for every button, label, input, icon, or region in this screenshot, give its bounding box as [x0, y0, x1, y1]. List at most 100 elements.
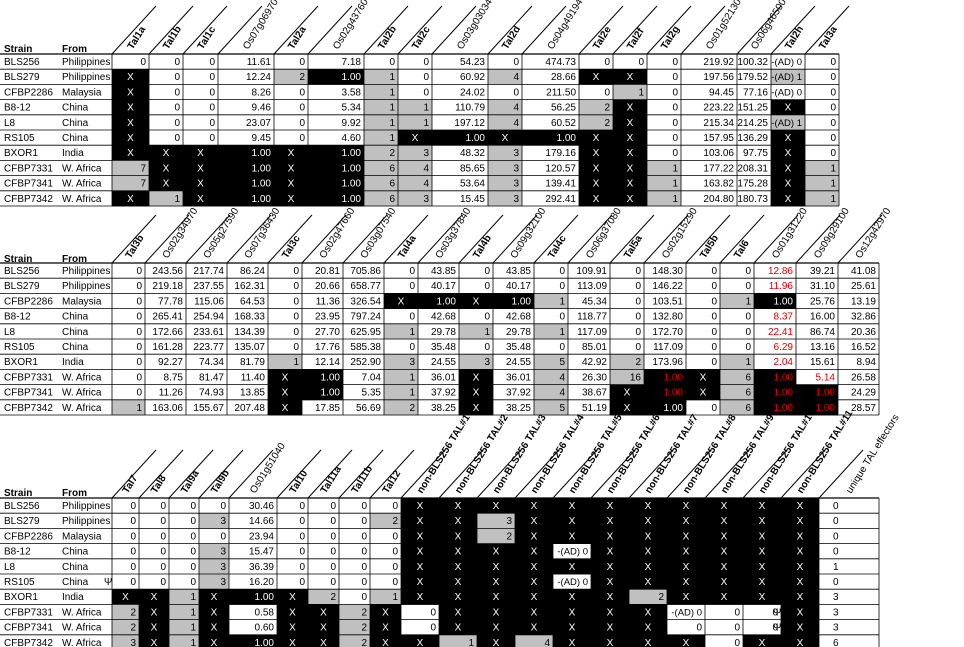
- cell-value: 0: [409, 312, 415, 323]
- cell-value: 113.09: [577, 281, 607, 292]
- cell-value: 0: [140, 57, 146, 68]
- cell-shade: [534, 384, 568, 401]
- strain-origin: W. Africa: [62, 388, 102, 399]
- cell-value: 0: [361, 501, 367, 512]
- cell-shade: [459, 323, 493, 340]
- cell-value: 1.00: [342, 163, 362, 174]
- cell-value: 0: [361, 562, 367, 573]
- header-slant: [742, 449, 788, 499]
- cell-value: 0: [711, 403, 717, 414]
- cell-shade: [477, 634, 515, 647]
- cell-shade: [218, 175, 274, 192]
- cell-value: X: [683, 638, 690, 647]
- cell-shade: [439, 604, 477, 620]
- cell-value: 0: [734, 638, 740, 647]
- cell-value: X: [627, 133, 634, 144]
- cell-value: 1.00: [664, 372, 684, 383]
- column-header-tal5b: Tal5b: [698, 233, 721, 260]
- cell-value: 56.69: [356, 403, 381, 414]
- cell-value: 23.94: [249, 531, 274, 542]
- cell-value: 0: [330, 547, 336, 558]
- cell-value: X: [473, 296, 480, 307]
- cell-shade: [370, 604, 401, 620]
- header-slant: [609, 214, 655, 264]
- cell-value: 1: [392, 592, 398, 603]
- cell-value: X: [417, 592, 424, 603]
- cell-value: 1.00: [252, 163, 272, 174]
- cell-value: 1.00: [321, 372, 341, 383]
- cell-shade: [629, 589, 667, 605]
- cell-shade: [647, 190, 681, 207]
- cell-value: 1: [136, 403, 142, 414]
- cell-value: X: [493, 562, 500, 573]
- cell-value: 86.24: [240, 266, 265, 277]
- cell-value: 20.66: [315, 281, 340, 292]
- column-header-os02g47660: Os02g47660: [318, 206, 358, 261]
- cell-value: 0: [220, 501, 226, 512]
- cell-value: X: [211, 623, 218, 634]
- cell-value: 0: [711, 312, 717, 323]
- header-slant: [168, 449, 214, 499]
- column-header-os02g34970: Os02g34970: [161, 206, 201, 261]
- cell-shade: [199, 574, 229, 590]
- cell-shade: [515, 543, 553, 560]
- cell-value: 1.00: [774, 296, 794, 307]
- strain-name: BLS256: [4, 501, 40, 512]
- column-header-os09g29100: Os09g29100: [812, 206, 852, 261]
- cell-value: 163.06: [152, 403, 183, 414]
- cell-shade: [591, 558, 629, 575]
- cell-shade: [199, 619, 229, 636]
- cell-value: 15.45: [460, 194, 485, 205]
- cell-shade: [439, 589, 477, 605]
- cell-value: 0: [299, 501, 305, 512]
- cell-shade: [771, 69, 805, 85]
- cell-value: 117.09: [577, 327, 607, 338]
- cell-value: 0: [830, 87, 836, 98]
- cell-value: X: [645, 516, 652, 527]
- cell-shade: [553, 589, 591, 605]
- header-slant: [487, 5, 533, 55]
- cell-value: 1.00: [252, 148, 272, 159]
- cell-value: X: [288, 179, 295, 190]
- cell-shade: [743, 589, 781, 605]
- cell-value: 0: [174, 57, 180, 68]
- cell-value: X: [531, 501, 538, 512]
- cell-shade: [149, 160, 183, 176]
- strain-origin: W. Africa: [62, 623, 102, 634]
- cell-value: 120.57: [545, 163, 576, 174]
- cell-shade: [308, 145, 364, 161]
- cell-value: 8.75: [164, 372, 184, 383]
- header-slant: [646, 5, 692, 55]
- cell-value: 3: [484, 357, 490, 368]
- cell-value: 172.66: [152, 327, 183, 338]
- cell-value: 0: [672, 133, 678, 144]
- cell-value: 0: [745, 342, 751, 353]
- cell-value: 0: [711, 281, 717, 292]
- cell-value: X: [127, 103, 134, 114]
- strain-origin: W. Africa: [62, 179, 102, 190]
- cell-value: 151.25: [737, 103, 768, 114]
- cell-value: 97.75: [743, 148, 768, 159]
- column-header-tal1b: Tal1b: [161, 24, 184, 51]
- cell-value: 219.18: [152, 281, 183, 292]
- cell-shade: [613, 160, 647, 176]
- cell-value: 134.39: [234, 327, 265, 338]
- cell-value: 3: [220, 577, 226, 588]
- cell-value: 9.46: [252, 103, 272, 114]
- cell-value: 4: [559, 372, 565, 383]
- cell-value: 0: [136, 296, 142, 307]
- cell-value: 180.73: [737, 194, 768, 205]
- cell-value: 155.67: [193, 403, 224, 414]
- column-header-tal2f: Tal2f: [625, 26, 647, 52]
- cell-shade: [199, 513, 229, 529]
- cell-value: 3.58: [342, 87, 362, 98]
- cell-shade: [459, 399, 493, 416]
- cell-value: 16.00: [810, 312, 835, 323]
- cell-shade: [268, 354, 302, 370]
- cell-shade: [754, 384, 796, 401]
- cell-value: 4: [513, 103, 519, 114]
- cell-shade: [629, 543, 667, 560]
- cell-value: X: [282, 403, 289, 414]
- cell-value: 13.16: [810, 342, 835, 353]
- cell-value: X: [493, 623, 500, 634]
